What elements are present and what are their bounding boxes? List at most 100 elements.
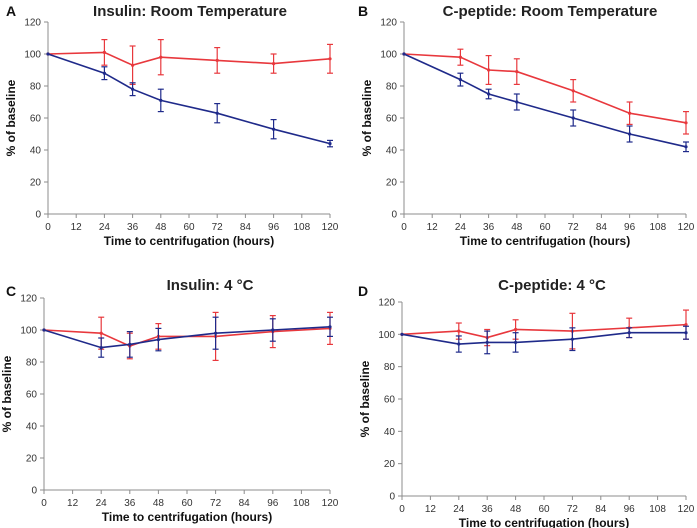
data-series bbox=[42, 316, 333, 358]
y-tick-label: 20 bbox=[386, 178, 398, 189]
data-point bbox=[458, 78, 462, 82]
x-tick-label: 12 bbox=[67, 498, 79, 509]
data-point bbox=[400, 332, 404, 336]
data-point bbox=[328, 142, 332, 146]
y-tick-label: 100 bbox=[20, 326, 37, 337]
data-point bbox=[159, 55, 163, 59]
y-tick-label: 120 bbox=[20, 294, 37, 305]
data-point bbox=[487, 92, 491, 96]
x-tick-label: 48 bbox=[153, 498, 165, 509]
data-point bbox=[514, 327, 518, 332]
x-tick-label: 60 bbox=[183, 222, 195, 233]
x-tick-label: 108 bbox=[649, 504, 666, 515]
y-tick-label: 80 bbox=[386, 82, 398, 93]
panel-letter: A bbox=[6, 3, 16, 19]
y-tick-label: 120 bbox=[24, 18, 41, 29]
data-series bbox=[46, 38, 333, 86]
y-tick-label: 0 bbox=[391, 210, 397, 221]
y-tick-label: 60 bbox=[386, 114, 398, 125]
data-series bbox=[46, 52, 333, 148]
data-point bbox=[684, 121, 688, 125]
y-tick-label: 40 bbox=[30, 146, 42, 157]
chart-panel-b: B C-peptide: Room Temperature 0 20 40 60 80 100… bbox=[358, 3, 695, 248]
x-tick-label: 84 bbox=[595, 504, 607, 515]
chart-panel-a: A Insulin: Room Temperature 0 20 40 60 80 100 12… bbox=[4, 3, 339, 248]
panel-letter: C bbox=[6, 283, 16, 299]
y-tick-label: 120 bbox=[378, 298, 395, 309]
y-tick-label: 40 bbox=[386, 146, 398, 157]
data-point bbox=[159, 98, 163, 102]
series-line bbox=[401, 331, 686, 345]
data-point bbox=[128, 342, 132, 346]
panel-letter: D bbox=[358, 283, 368, 299]
data-point bbox=[272, 127, 276, 131]
data-point bbox=[457, 329, 461, 333]
data-point bbox=[402, 52, 406, 56]
y-tick-label: 80 bbox=[384, 362, 396, 373]
x-tick-label: 72 bbox=[568, 222, 580, 233]
x-tick-label: 96 bbox=[624, 222, 636, 233]
y-tick-label: 100 bbox=[378, 330, 395, 341]
series-line bbox=[47, 53, 331, 145]
x-tick-label: 24 bbox=[99, 222, 111, 233]
x-tick-label: 96 bbox=[268, 222, 280, 233]
data-point bbox=[215, 111, 219, 115]
x-tick-label: 120 bbox=[322, 222, 339, 233]
data-point bbox=[571, 116, 575, 120]
x-tick-label: 120 bbox=[678, 504, 695, 515]
x-tick-label: 60 bbox=[181, 498, 193, 509]
data-point bbox=[272, 62, 276, 66]
y-axis-label: % of baseline bbox=[358, 360, 372, 437]
x-tick-label: 72 bbox=[567, 504, 579, 515]
x-tick-label: 36 bbox=[482, 504, 494, 515]
data-point bbox=[102, 71, 106, 75]
data-point bbox=[515, 100, 519, 104]
x-tick-label: 96 bbox=[267, 498, 279, 509]
data-point bbox=[684, 323, 688, 327]
x-tick-label: 48 bbox=[510, 504, 522, 515]
x-tick-label: 60 bbox=[538, 504, 550, 515]
x-axis-label: Time to centrifugation (hours) bbox=[102, 510, 272, 524]
x-tick-label: 48 bbox=[511, 222, 523, 233]
data-series bbox=[402, 52, 689, 153]
data-point bbox=[628, 111, 632, 115]
x-tick-label: 12 bbox=[425, 504, 437, 515]
y-tick-label: 100 bbox=[380, 50, 397, 61]
y-tick-label: 0 bbox=[389, 492, 395, 503]
series-line bbox=[403, 53, 687, 148]
data-point bbox=[627, 331, 631, 335]
y-tick-label: 120 bbox=[380, 18, 397, 29]
x-tick-label: 60 bbox=[539, 222, 551, 233]
data-point bbox=[487, 68, 491, 72]
chart-panel-d: D C-peptide: 4 °C 0 20 40 60 80 100 120 0 12 24 36 48… bbox=[358, 277, 695, 528]
x-tick-label: 24 bbox=[96, 498, 108, 509]
data-point bbox=[214, 331, 218, 335]
x-tick-label: 84 bbox=[596, 222, 608, 233]
x-tick-label: 84 bbox=[240, 222, 252, 233]
data-point bbox=[570, 337, 575, 341]
data-series bbox=[402, 48, 689, 135]
panel-letter: B bbox=[358, 3, 368, 19]
data-point bbox=[99, 346, 103, 350]
data-point bbox=[458, 55, 462, 59]
data-point bbox=[99, 331, 103, 335]
x-tick-label: 120 bbox=[322, 498, 339, 509]
y-tick-label: 80 bbox=[26, 358, 38, 369]
data-series bbox=[400, 325, 689, 355]
x-tick-label: 24 bbox=[455, 222, 467, 233]
data-point bbox=[156, 338, 160, 342]
data-point bbox=[271, 328, 275, 332]
y-tick-label: 20 bbox=[30, 178, 42, 189]
x-tick-label: 72 bbox=[212, 222, 224, 233]
y-tick-label: 60 bbox=[384, 395, 396, 406]
y-axis-label: % of baseline bbox=[360, 79, 374, 156]
data-point bbox=[102, 50, 106, 55]
x-tick-label: 120 bbox=[678, 222, 695, 233]
chart-title: C-peptide: Room Temperature bbox=[443, 3, 658, 20]
y-tick-label: 80 bbox=[30, 82, 42, 93]
x-axis-label: Time to centrifugation (hours) bbox=[459, 516, 629, 528]
y-tick-label: 40 bbox=[384, 427, 396, 438]
y-tick-label: 60 bbox=[26, 390, 38, 401]
data-point bbox=[328, 325, 332, 329]
